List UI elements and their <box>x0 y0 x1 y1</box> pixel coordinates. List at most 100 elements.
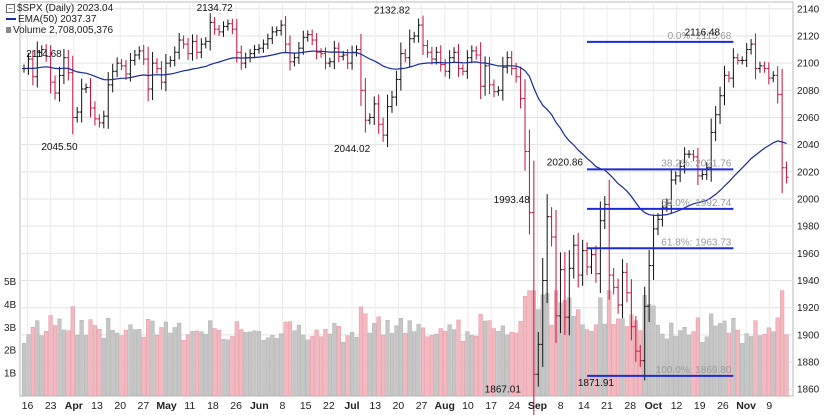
volume-tick-label: 2B <box>4 346 17 357</box>
x-tick-label: 19 <box>694 400 706 412</box>
volume-bar <box>310 336 315 397</box>
ohlc-bar <box>655 213 660 236</box>
x-tick-label: 20 <box>114 400 126 412</box>
volume-bar <box>132 329 137 397</box>
volume-bar <box>372 323 377 397</box>
y-tick-label: 2060 <box>797 113 820 124</box>
ohlc-bar <box>673 171 678 185</box>
ohlc-bar <box>146 46 151 102</box>
volume-bar <box>163 321 168 397</box>
ohlc-bar <box>123 60 128 80</box>
x-tick-label: 18 <box>207 400 219 412</box>
volume-bar <box>367 332 372 397</box>
ohlc-bar <box>181 35 186 49</box>
fib-level-label: 100.0%: 1869.80 <box>656 365 732 376</box>
price-annotation: 2020.86 <box>547 158 584 169</box>
volume-bar <box>44 331 49 397</box>
volume-bar <box>434 333 439 397</box>
price-annotation: 2114.68 <box>26 49 62 60</box>
ohlc-bar <box>766 62 771 85</box>
ohlc-bar <box>305 30 310 42</box>
ohlc-bar <box>593 245 598 283</box>
y-tick-label: 2040 <box>797 140 820 151</box>
volume-bar <box>487 320 492 397</box>
price-annotation: 1867.01 <box>485 385 522 396</box>
x-tick-label: 27 <box>416 400 428 412</box>
volume-bar <box>61 329 66 397</box>
ohlc-bar <box>389 90 394 113</box>
volume-bar <box>225 339 231 397</box>
volume-bar <box>327 333 332 397</box>
volume-bar <box>305 339 310 397</box>
ohlc-bar <box>177 32 182 60</box>
ohlc-bar <box>394 70 399 106</box>
ohlc-bar <box>274 26 279 36</box>
ohlc-bar <box>580 239 585 286</box>
volume-bar <box>75 334 80 397</box>
volume-bar <box>208 320 213 397</box>
date-axis: 16 23 Apr 13 20 27 May 11 18 26 Jun 8 15 22 Jul 13 20 27 A… <box>22 400 773 412</box>
y-tick-label: 1900 <box>797 330 820 341</box>
volume-bar <box>381 334 386 397</box>
ohlc-bar <box>434 46 439 65</box>
ohlc-bar <box>212 16 217 35</box>
y-tick-label: 1860 <box>797 385 820 396</box>
ema-swatch <box>6 18 16 21</box>
volume-bar <box>491 328 497 397</box>
x-tick-label: 17 <box>485 400 497 412</box>
chart-legend: – $SPX (Daily) 2023.04 EMA(50) 2037.37 Vo… <box>6 3 113 36</box>
ohlc-bar <box>39 45 44 57</box>
ohlc-bar <box>647 249 652 322</box>
volume-bar <box>669 322 674 397</box>
ohlc-bar <box>230 18 235 35</box>
ohlc-bar <box>75 107 80 123</box>
price-bars <box>22 13 789 415</box>
ohlc-bar <box>256 44 261 54</box>
x-tick-label: 16 <box>22 400 34 412</box>
ohlc-bar <box>376 94 381 134</box>
ohlc-bar <box>443 59 448 77</box>
price-annotation: 1871.91 <box>578 378 615 389</box>
ohlc-bar <box>784 161 789 184</box>
volume-bar <box>332 323 337 397</box>
volume-bar <box>624 326 630 397</box>
ohlc-bar <box>762 61 767 73</box>
x-tick-label: Oct <box>645 400 663 412</box>
ohlc-bar <box>491 79 496 98</box>
volume-bar <box>101 337 106 397</box>
volume-bar <box>403 333 408 397</box>
y-tick-label: 2140 <box>797 4 820 15</box>
volume-bar <box>598 297 603 397</box>
ohlc-bar <box>92 101 97 126</box>
ohlc-bar <box>554 210 559 343</box>
volume-bar <box>700 342 705 397</box>
x-tick-label: 21 <box>601 400 613 412</box>
volume-bar <box>265 337 270 397</box>
volume-bar <box>115 332 120 397</box>
ohlc-bar <box>638 344 643 367</box>
volume-bar <box>354 336 359 397</box>
x-tick-label: 23 <box>45 400 57 412</box>
ohlc-bar <box>518 66 523 109</box>
fib-level-label: 0.0%: 2115.68 <box>668 31 732 42</box>
volume-bar <box>576 309 581 397</box>
collapse-icon[interactable]: – <box>6 3 15 13</box>
volume-bar <box>664 338 669 397</box>
ohlc-bar <box>97 114 102 128</box>
volume-bar <box>602 323 607 397</box>
y-tick-label: 2000 <box>797 195 820 206</box>
ohlc-bar <box>66 49 71 81</box>
ohlc-bar <box>48 45 53 94</box>
volume-bar <box>735 330 740 397</box>
ohlc-bar <box>199 38 204 59</box>
ohlc-bar <box>398 42 403 91</box>
ohlc-bar <box>314 32 319 60</box>
ohlc-bar <box>624 262 629 303</box>
ohlc-bar <box>633 315 638 362</box>
y-tick-label: 2120 <box>797 31 820 42</box>
legend-title-row: – $SPX (Daily) 2023.04 <box>6 3 113 14</box>
volume-bar <box>106 318 111 397</box>
volume-bar <box>420 327 426 397</box>
volume-bar <box>686 334 692 397</box>
volume-bar <box>376 316 381 397</box>
